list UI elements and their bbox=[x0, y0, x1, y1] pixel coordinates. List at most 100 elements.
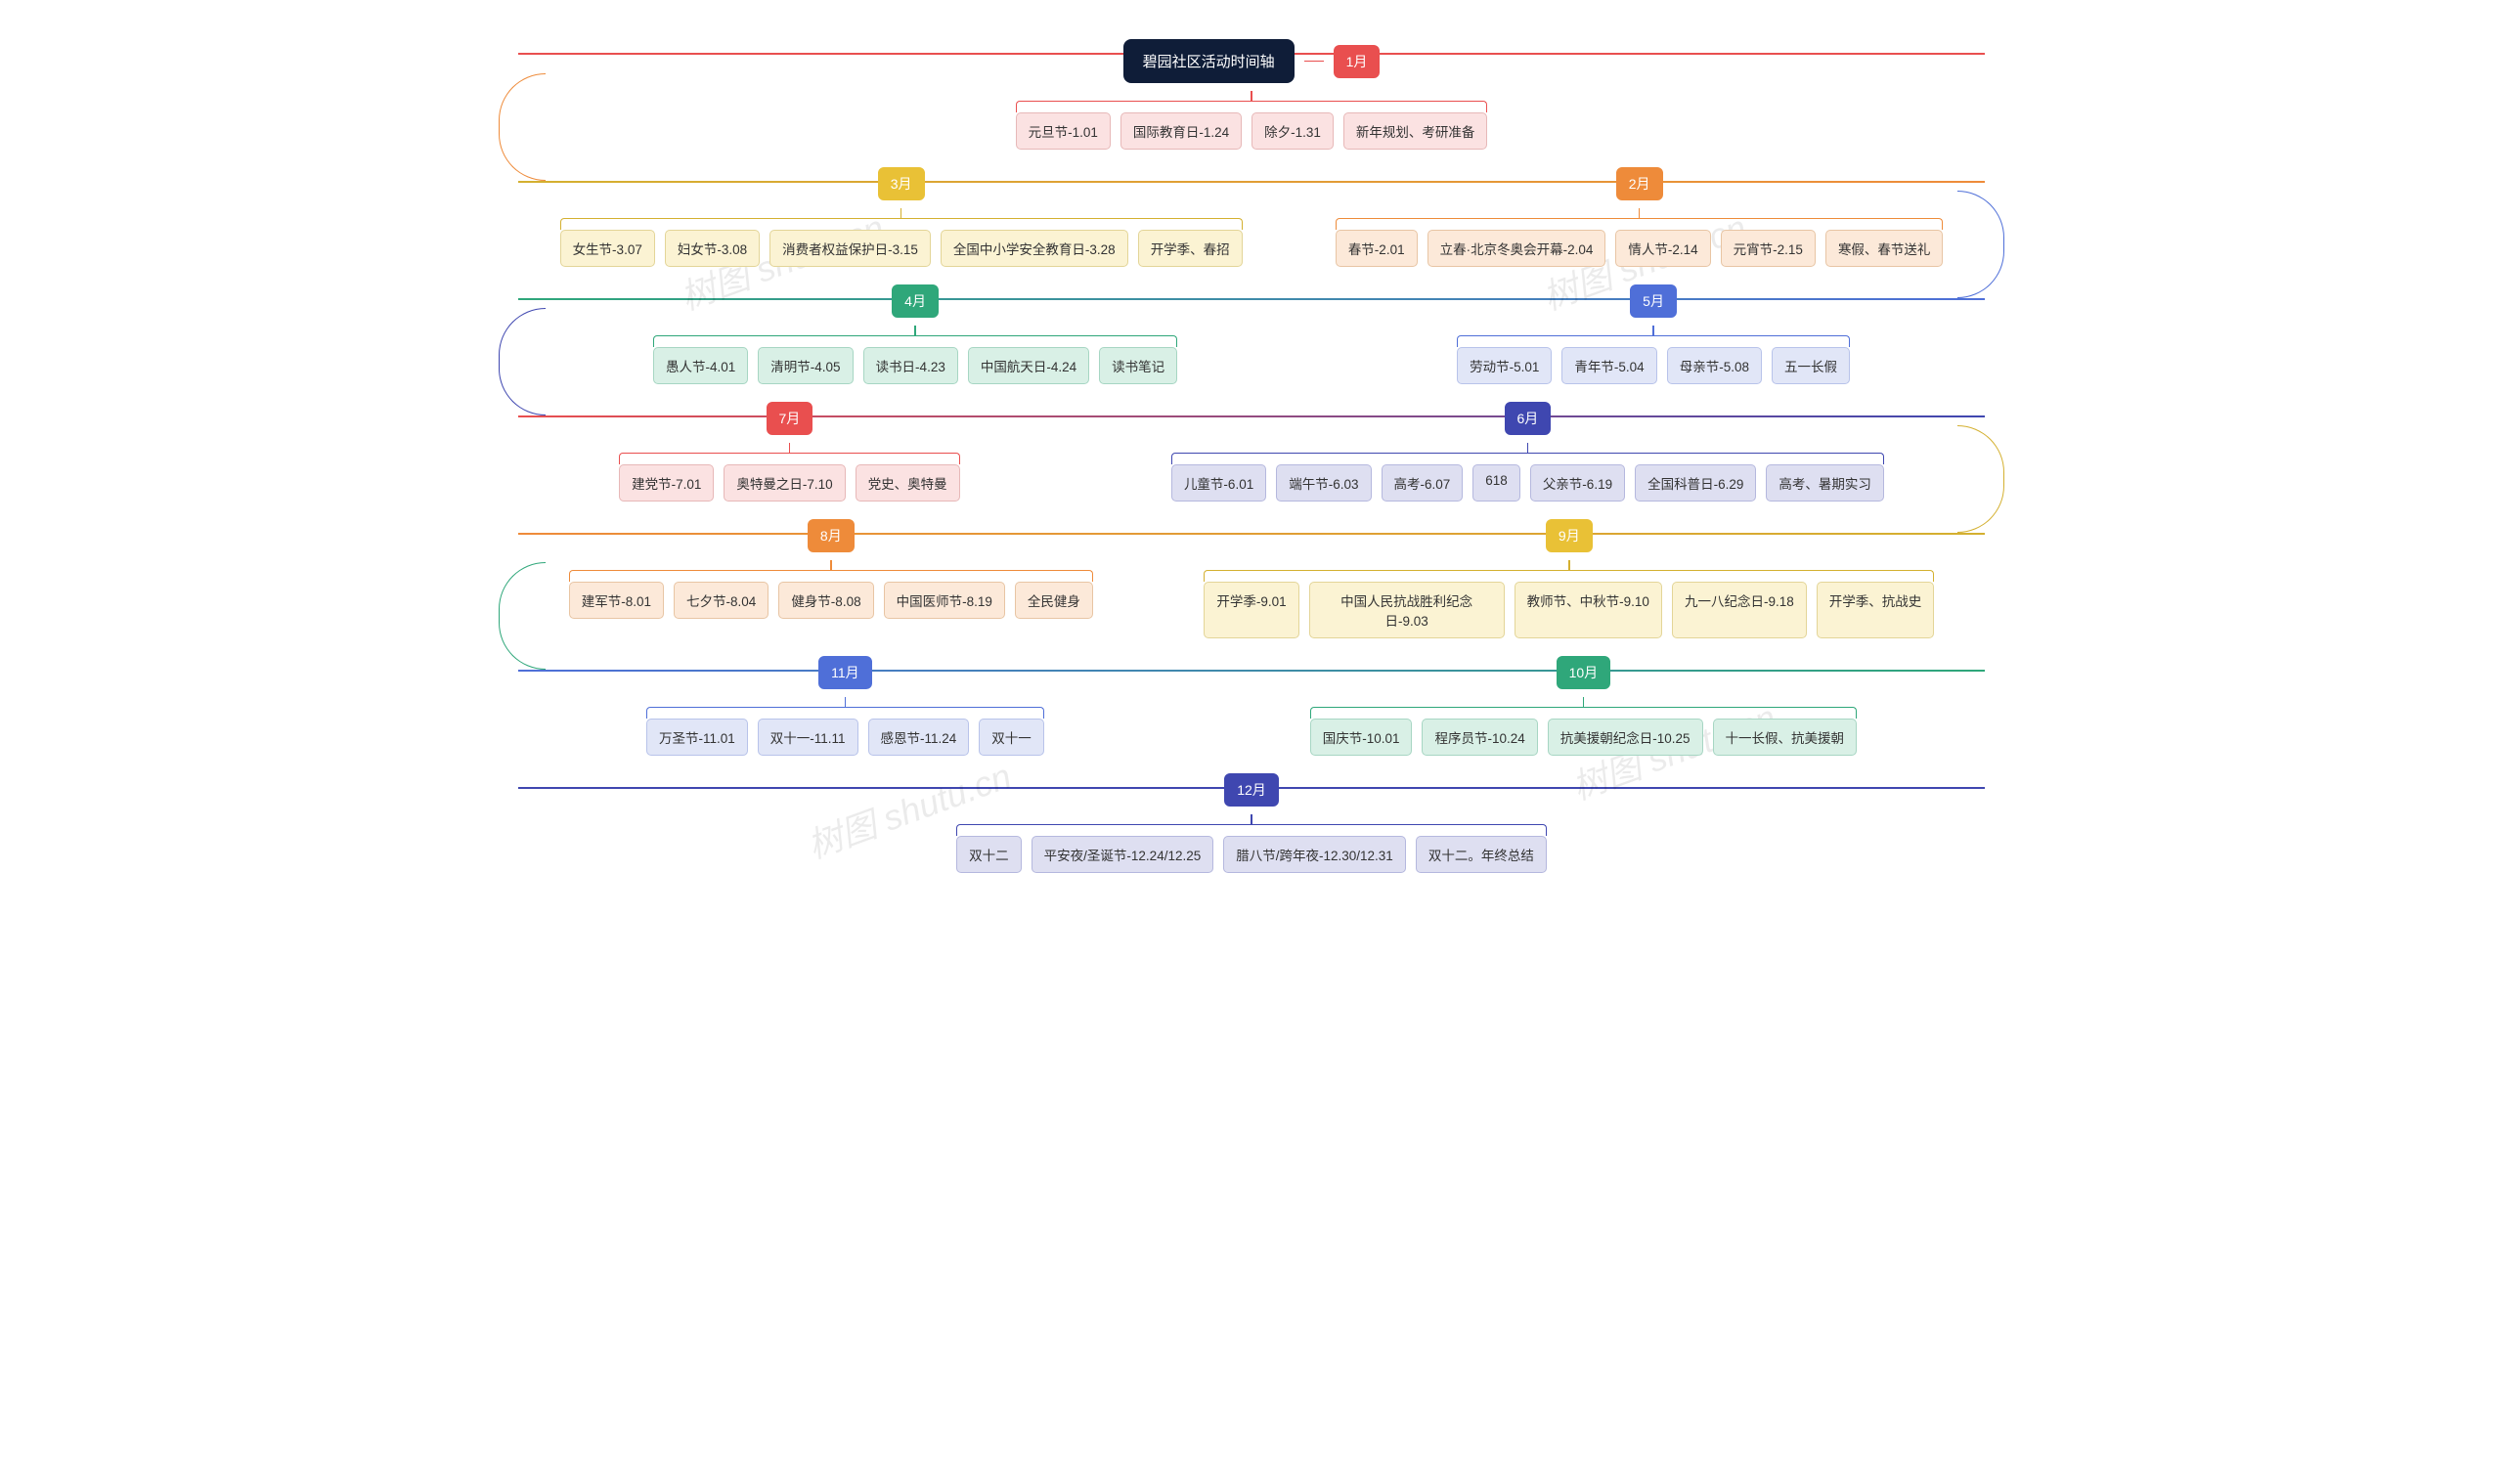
connector-stem bbox=[1652, 326, 1654, 335]
leaf-node[interactable]: 开学季-9.01 bbox=[1204, 582, 1298, 638]
leaf-node[interactable]: 父亲节-6.19 bbox=[1530, 464, 1625, 502]
month-children-m5: 劳动节-5.01青年节-5.04 母亲节-5.08 五一长假 bbox=[1457, 335, 1850, 384]
bracket-connector bbox=[1204, 570, 1934, 582]
month-head-row: 7月 bbox=[767, 402, 813, 435]
leaf-node[interactable]: 清明节-4.05 bbox=[758, 347, 853, 384]
leaf-node[interactable]: 双十一-11.11 bbox=[758, 719, 858, 756]
leaf-node[interactable]: 除夕-1.31 bbox=[1252, 112, 1334, 150]
month-node-m6[interactable]: 6月 bbox=[1505, 402, 1552, 435]
leaf-node[interactable]: 寒假、春节送礼 bbox=[1825, 230, 1944, 267]
leaf-node[interactable]: 全民健身 bbox=[1015, 582, 1093, 619]
leaf-node[interactable]: 女生节-3.07 bbox=[560, 230, 655, 267]
month-head-row: 12月 bbox=[1224, 773, 1279, 807]
leaf-node[interactable]: 健身节-8.08 bbox=[778, 582, 873, 619]
leaf-node[interactable]: 平安夜/圣诞节-12.24/12.25 bbox=[1032, 836, 1214, 873]
leaf-node[interactable]: 中国航天日-4.24 bbox=[968, 347, 1089, 384]
leaf-node[interactable]: 中国人民抗战胜利纪念日-9.03 bbox=[1309, 582, 1505, 638]
leaf-node[interactable]: 双十二 bbox=[956, 836, 1022, 873]
month-group-m3: 3月女生节-3.07 妇女节-3.08消费者权益保护日-3.15 全国中小学安全教育… bbox=[528, 167, 1274, 267]
month-node-m9[interactable]: 9月 bbox=[1546, 519, 1593, 552]
month-children-m1: 元旦节-1.01国际教育日-1.24 除夕-1.31新年规划、考研准备 bbox=[1016, 101, 1488, 150]
leaf-node[interactable]: 腊八节/跨年夜-12.30/12.31 bbox=[1223, 836, 1406, 873]
leaf-node[interactable]: 全国中小学安全教育日-3.28 bbox=[941, 230, 1128, 267]
month-head-row: 5月 bbox=[1630, 284, 1677, 318]
leaf-node[interactable]: 开学季、春招 bbox=[1138, 230, 1243, 267]
bracket-connector bbox=[653, 335, 1177, 347]
connector-stem bbox=[845, 697, 847, 707]
timeline-row-6: 12月双十二平安夜/圣诞节-12.24/12.25腊八节/跨年夜-12.30/1… bbox=[528, 773, 1975, 873]
root-title: 碧园社区活动时间轴 bbox=[1123, 39, 1295, 83]
leaf-node[interactable]: 愚人节-4.01 bbox=[653, 347, 748, 384]
leaf-node[interactable]: 中国医师节-8.19 bbox=[884, 582, 1005, 619]
leaf-node[interactable]: 读书笔记 bbox=[1099, 347, 1177, 384]
leaf-node[interactable]: 青年节-5.04 bbox=[1561, 347, 1656, 384]
leaf-node[interactable]: 万圣节-11.01 bbox=[646, 719, 748, 756]
month-children-m12: 双十二平安夜/圣诞节-12.24/12.25腊八节/跨年夜-12.30/12.3… bbox=[956, 824, 1547, 873]
leaf-node[interactable]: 抗美援朝纪念日-10.25 bbox=[1548, 719, 1703, 756]
leaf-node[interactable]: 读书日-4.23 bbox=[863, 347, 958, 384]
month-node-m2[interactable]: 2月 bbox=[1616, 167, 1663, 200]
leaf-node[interactable]: 建军节-8.01 bbox=[569, 582, 664, 619]
leaf-node[interactable]: 新年规划、考研准备 bbox=[1343, 112, 1488, 150]
timeline-row-3: 7月建党节-7.01 奥特曼之日-7.10 党史、奥特曼 6月儿童节-6.01 端午节-… bbox=[528, 402, 1975, 502]
month-children-m7: 建党节-7.01 奥特曼之日-7.10 党史、奥特曼 bbox=[619, 453, 960, 502]
leaf-node[interactable]: 元宵节-2.15 bbox=[1721, 230, 1816, 267]
month-children-m4: 愚人节-4.01 清明节-4.05 读书日-4.23 中国航天日-4.24 读书笔记 bbox=[653, 335, 1177, 384]
month-group-m1: 碧园社区活动时间轴 1月元旦节-1.01国际教育日-1.24 除夕-1.31新年规划… bbox=[528, 39, 1975, 150]
leaf-node[interactable]: 教师节、中秋节-9.10 bbox=[1515, 582, 1662, 638]
leaf-node[interactable]: 建党节-7.01 bbox=[619, 464, 714, 502]
month-node-m5[interactable]: 5月 bbox=[1630, 284, 1677, 318]
leaf-node[interactable]: 端午节-6.03 bbox=[1276, 464, 1371, 502]
leaf-node[interactable]: 五一长假 bbox=[1772, 347, 1850, 384]
month-node-m11[interactable]: 11月 bbox=[818, 656, 872, 689]
leaf-node[interactable]: 元旦节-1.01 bbox=[1016, 112, 1111, 150]
timeline-row-1: 3月女生节-3.07 妇女节-3.08消费者权益保护日-3.15 全国中小学安全教育… bbox=[528, 167, 1975, 267]
leaf-node[interactable]: 母亲节-5.08 bbox=[1667, 347, 1762, 384]
leaf-node[interactable]: 双十一 bbox=[979, 719, 1044, 756]
leaf-node[interactable]: 立春·北京冬奥会开幕-2.04 bbox=[1427, 230, 1606, 267]
month-node-m3[interactable]: 3月 bbox=[878, 167, 925, 200]
month-node-m10[interactable]: 10月 bbox=[1557, 656, 1611, 689]
month-group-m10: 10月国庆节-10.01程序员节-10.24 抗美援朝纪念日-10.25 十一长假、… bbox=[1192, 656, 1975, 756]
month-head-row: 2月 bbox=[1616, 167, 1663, 200]
month-node-m7[interactable]: 7月 bbox=[767, 402, 813, 435]
month-children-m6: 儿童节-6.01 端午节-6.03 高考-6.07618 父亲节-6.19 全国科普日-… bbox=[1171, 453, 1884, 502]
month-node-m12[interactable]: 12月 bbox=[1224, 773, 1279, 807]
leaf-node[interactable]: 党史、奥特曼 bbox=[856, 464, 960, 502]
bracket-connector bbox=[646, 707, 1044, 719]
leaf-node[interactable]: 全国科普日-6.29 bbox=[1635, 464, 1756, 502]
bracket-connector bbox=[1336, 218, 1944, 230]
leaf-node[interactable]: 春节-2.01 bbox=[1336, 230, 1418, 267]
month-children-m10: 国庆节-10.01程序员节-10.24 抗美援朝纪念日-10.25 十一长假、抗美援… bbox=[1310, 707, 1857, 756]
leaf-node[interactable]: 七夕节-8.04 bbox=[674, 582, 768, 619]
bracket-connector bbox=[1457, 335, 1850, 347]
connector-stem bbox=[900, 208, 902, 218]
leaf-node[interactable]: 奥特曼之日-7.10 bbox=[724, 464, 845, 502]
leaf-node[interactable]: 国庆节-10.01 bbox=[1310, 719, 1413, 756]
month-head-row: 11月 bbox=[818, 656, 872, 689]
leaf-node[interactable]: 开学季、抗战史 bbox=[1817, 582, 1935, 638]
leaf-node[interactable]: 国际教育日-1.24 bbox=[1120, 112, 1242, 150]
leaf-node[interactable]: 高考、暑期实习 bbox=[1766, 464, 1884, 502]
leaf-node[interactable]: 618 bbox=[1472, 464, 1520, 502]
bracket-connector bbox=[1310, 707, 1857, 719]
month-node-m4[interactable]: 4月 bbox=[892, 284, 939, 318]
leaf-node[interactable]: 双十二。年终总结 bbox=[1416, 836, 1547, 873]
leaf-node[interactable]: 情人节-2.14 bbox=[1615, 230, 1710, 267]
month-group-m2: 2月春节-2.01立春·北京冬奥会开幕-2.04情人节-2.14 元宵节-2.15… bbox=[1303, 167, 1975, 267]
leaf-node[interactable]: 九一八纪念日-9.18 bbox=[1672, 582, 1807, 638]
leaf-node[interactable]: 妇女节-3.08 bbox=[665, 230, 760, 267]
leaf-node[interactable]: 劳动节-5.01 bbox=[1457, 347, 1552, 384]
leaf-node[interactable]: 儿童节-6.01 bbox=[1171, 464, 1266, 502]
leaf-node[interactable]: 消费者权益保护日-3.15 bbox=[769, 230, 931, 267]
month-children-m9: 开学季-9.01中国人民抗战胜利纪念日-9.03教师节、中秋节-9.10九一八纪… bbox=[1204, 570, 1934, 638]
leaf-node[interactable]: 十一长假、抗美援朝 bbox=[1713, 719, 1858, 756]
bracket-connector bbox=[1016, 101, 1488, 112]
month-node-m1[interactable]: 1月 bbox=[1334, 45, 1381, 78]
leaf-node[interactable]: 高考-6.07 bbox=[1382, 464, 1464, 502]
leaf-node[interactable]: 程序员节-10.24 bbox=[1422, 719, 1537, 756]
connector-stem bbox=[1639, 208, 1641, 218]
leaf-node[interactable]: 感恩节-11.24 bbox=[868, 719, 970, 756]
month-node-m8[interactable]: 8月 bbox=[808, 519, 855, 552]
month-head-row: 6月 bbox=[1505, 402, 1552, 435]
